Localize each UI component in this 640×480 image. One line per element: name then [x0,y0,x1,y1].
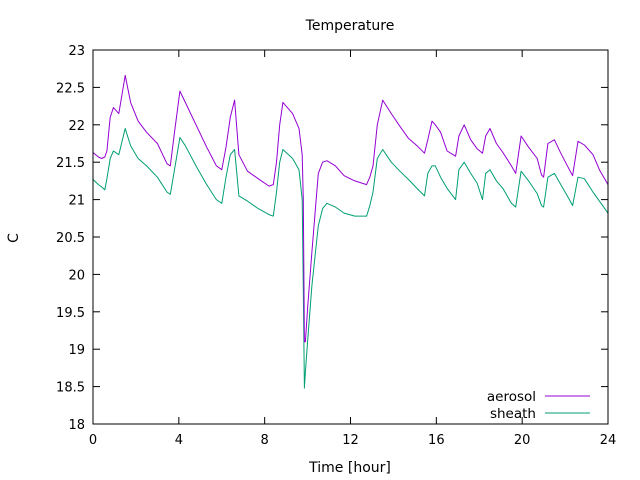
legend-label-sheath: sheath [490,406,536,422]
x-tick-label: 24 [600,433,617,448]
plot-frame [92,49,609,425]
legend-label-aerosol: aerosol [487,389,536,405]
y-tick-label: 22 [68,119,85,134]
y-axis-label: C [6,233,22,243]
y-tick-label: 20.5 [56,231,85,246]
y-tick-label: 19 [68,343,85,358]
y-tick-label: 21.5 [56,156,85,171]
x-tick-label: 4 [175,433,183,448]
series-line-aerosol [92,74,609,343]
x-axis-label: Time [hour] [308,460,391,476]
plot-lines [92,74,609,389]
x-tick-label: 16 [428,433,445,448]
x-tick-label: 12 [342,433,359,448]
y-tick-label: 21 [68,194,85,209]
y-tick-label: 22.5 [56,81,85,96]
y-tick-label: 19.5 [56,306,85,321]
y-tick-label: 18 [68,418,85,433]
x-tick-label: 0 [89,433,97,448]
x-tick-label: 20 [514,433,531,448]
y-tick-label: 20 [68,268,85,283]
y-tick-label: 23 [68,44,85,59]
y-tick-label: 18.5 [56,381,85,396]
series-line-sheath [92,128,609,389]
chart-title: Temperature [305,18,395,34]
x-tick-label: 8 [261,433,269,448]
